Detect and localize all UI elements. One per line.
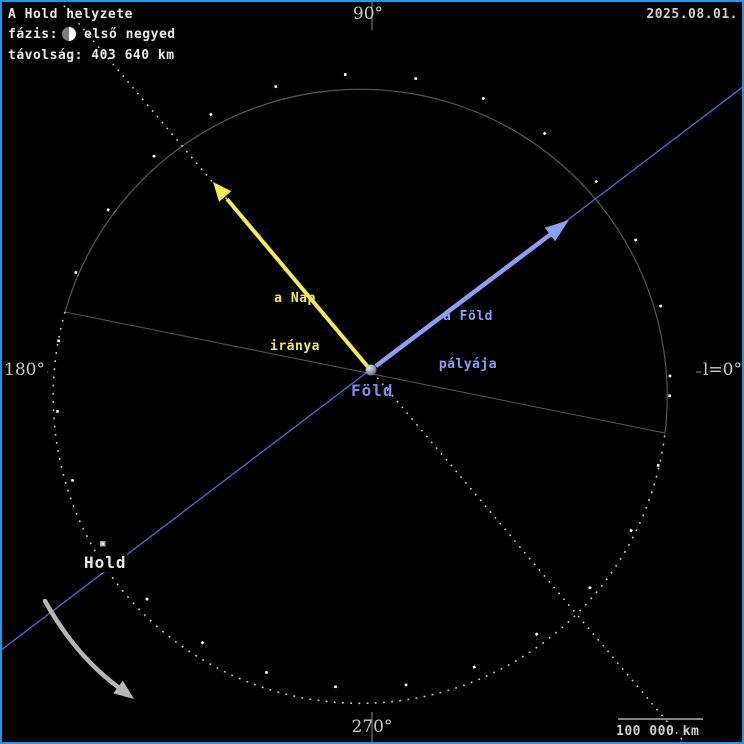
- earth-orbit-arrow-shaft: [374, 232, 553, 368]
- angle-label-270: 270°: [351, 717, 393, 737]
- date-value: 2025.08.01.: [646, 7, 738, 22]
- line-of-nodes: [64, 311, 666, 434]
- angle-label-0: l=0°: [701, 360, 744, 380]
- earth-dot: [365, 364, 377, 376]
- sun-direction-label-line2: iránya: [270, 339, 320, 354]
- moon-motion-arrow-arc: [42, 598, 121, 690]
- angle-label-90: 90°: [352, 4, 384, 24]
- phase-value: első negyed: [84, 27, 176, 42]
- moon-marker-highlight: [101, 542, 104, 545]
- moon-phase-icon: [62, 27, 76, 41]
- distance-value: távolság: 403 640 km: [8, 48, 175, 63]
- moon-orbit-dotted-arc: [52, 311, 666, 705]
- moon-motion-arrow-head-icon: [113, 680, 134, 699]
- earth-orbit-label-line2: pályája: [438, 357, 498, 372]
- page-title: A Hold helyzete: [8, 7, 133, 22]
- sun-direction-label: a Nap iránya: [250, 259, 340, 387]
- sun-arrow-shaft: [225, 197, 370, 369]
- phase-label: fázis:: [8, 27, 58, 42]
- sun-direction-label-line1: a Nap: [274, 291, 316, 306]
- earth-orbit-arrow-head-icon: [544, 220, 569, 242]
- moon-orbit-solid-arc: [64, 88, 668, 434]
- angle-label-180: 180°: [2, 360, 47, 380]
- sun-arrow-head-icon: [213, 182, 232, 202]
- scale-label: 100 000 km: [616, 724, 700, 739]
- earth-orbit-label-line1: a Föld: [443, 309, 493, 324]
- earth-orbit-label: a Föld pályája: [423, 277, 513, 405]
- moon-label: Hold: [84, 553, 127, 572]
- earth-label: Föld: [351, 381, 394, 400]
